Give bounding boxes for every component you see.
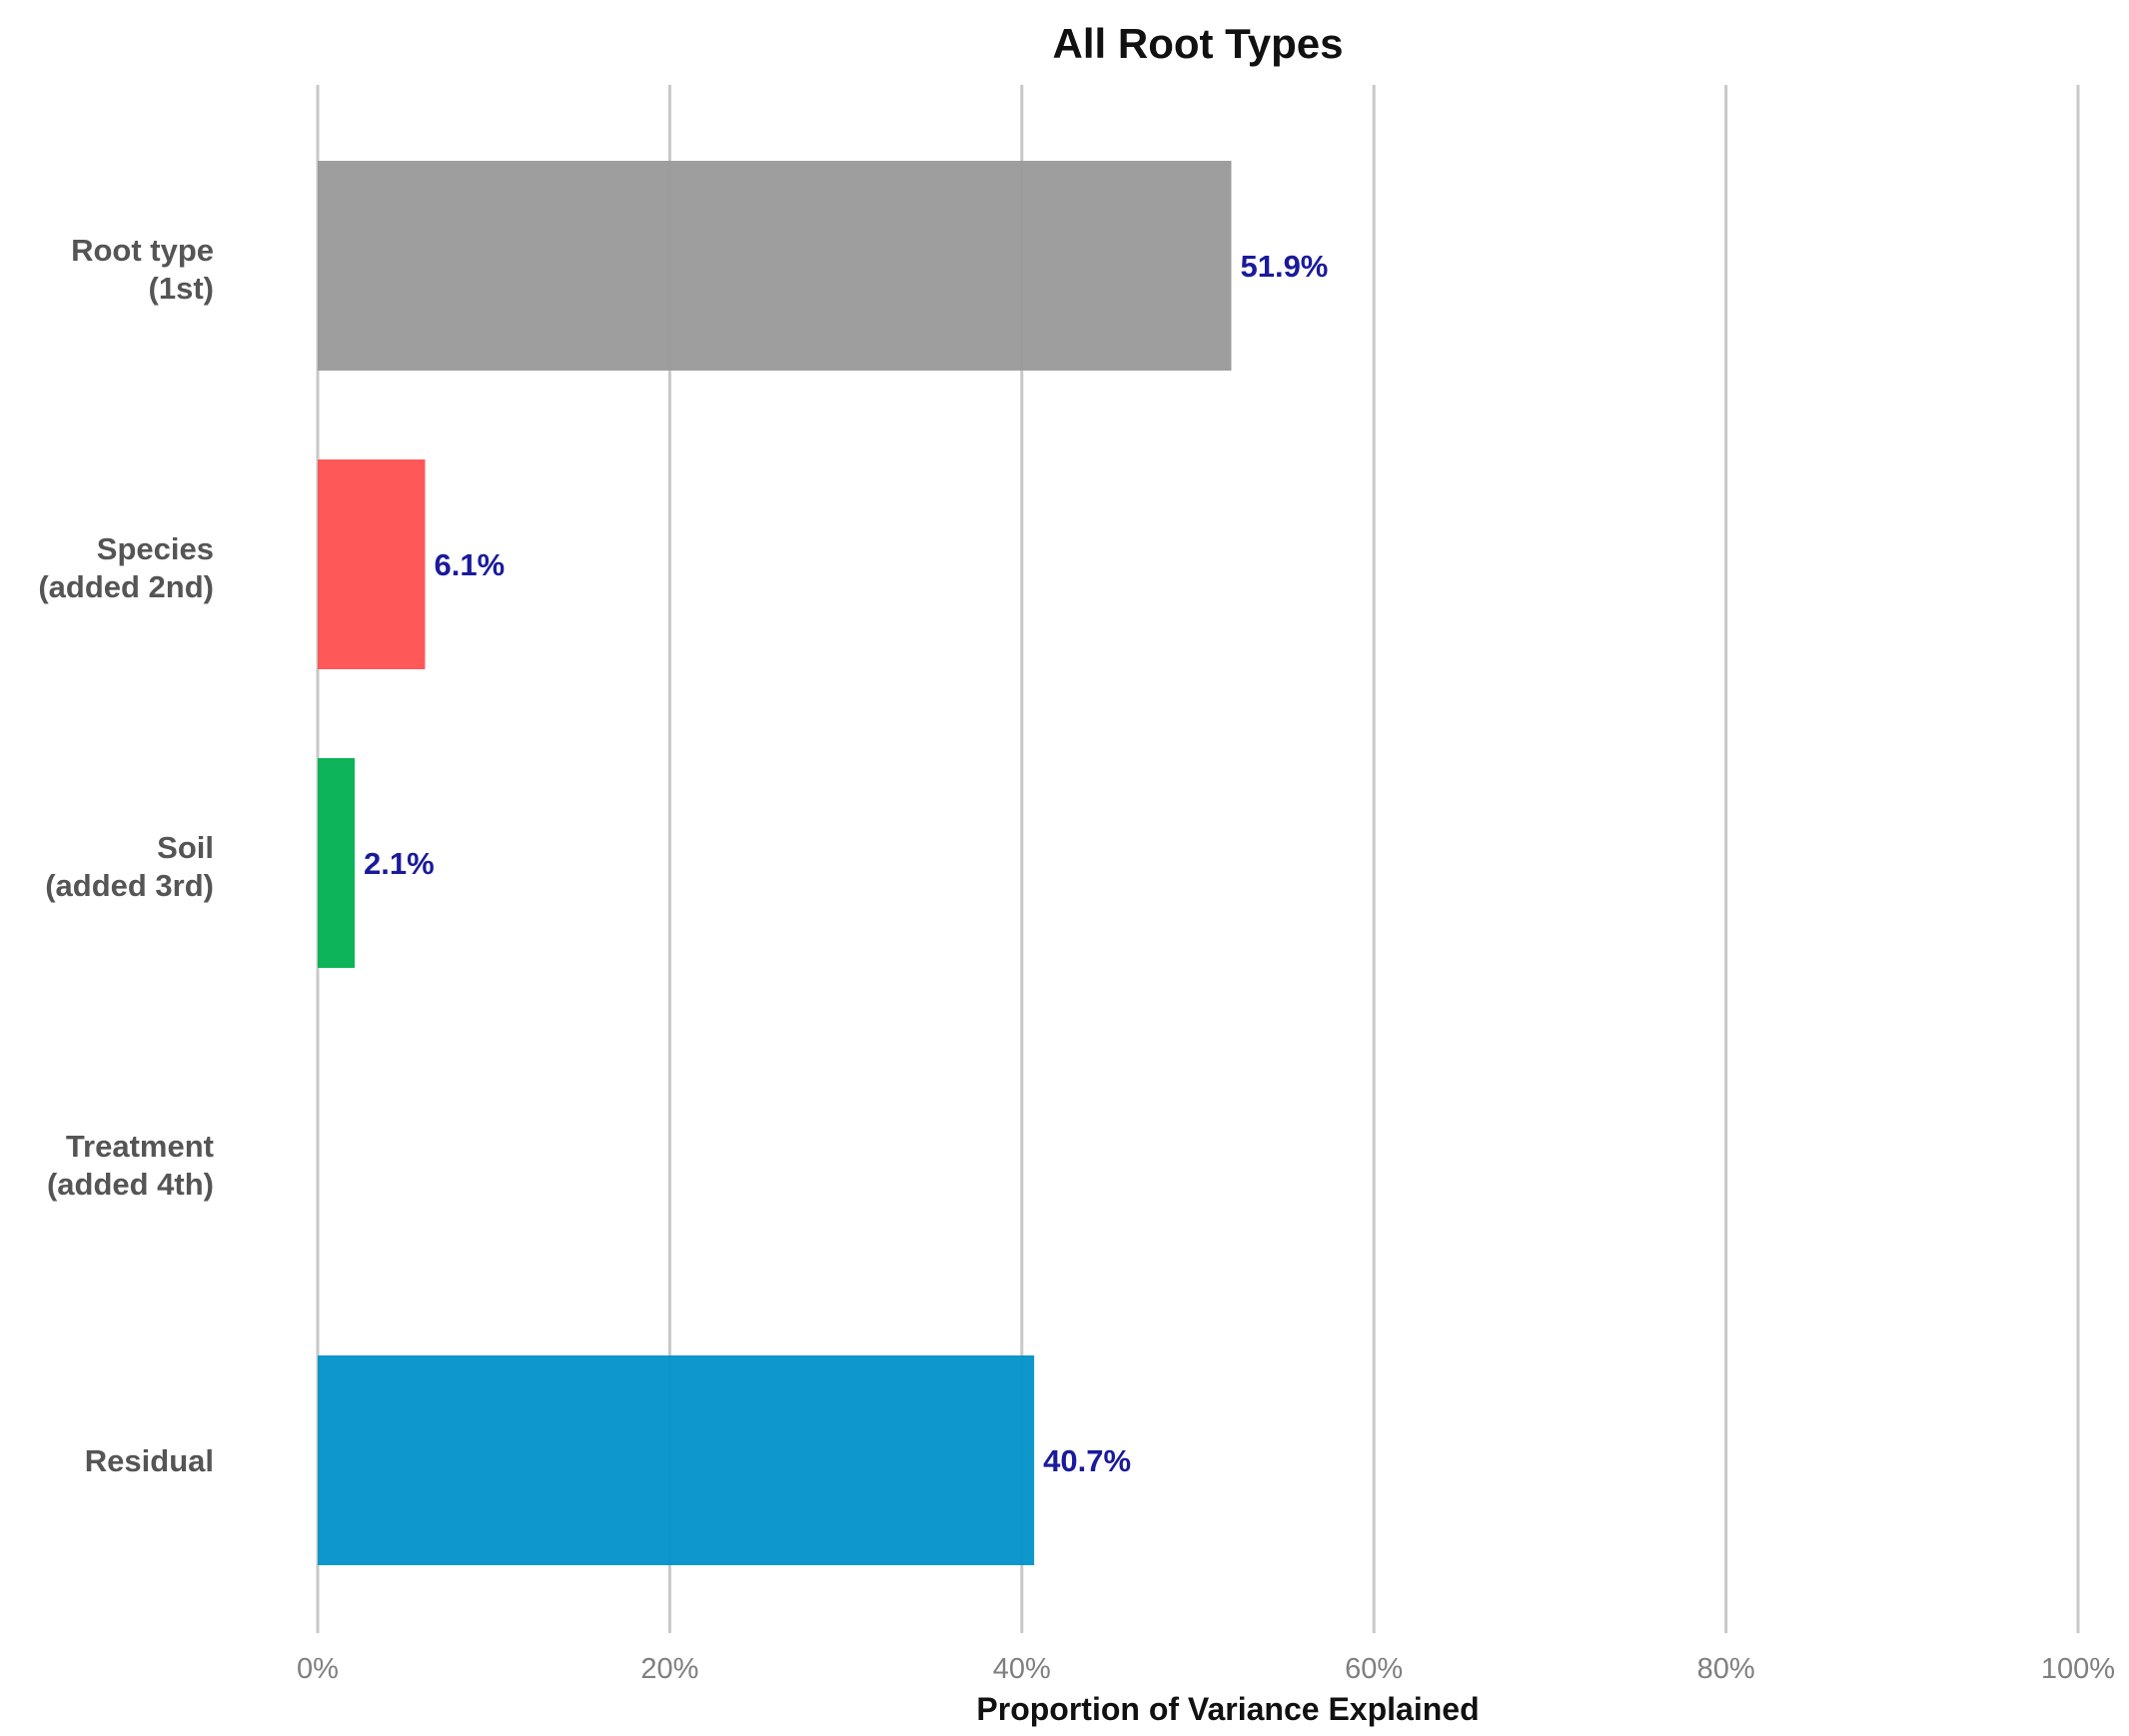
category-sublabel-root-type: (1st)	[149, 271, 214, 306]
bars	[318, 161, 1232, 1565]
chart-title: All Root Types	[1053, 20, 1344, 67]
data-label-species: 6.1%	[434, 547, 505, 582]
data-label-root-type: 51.9%	[1240, 249, 1328, 284]
x-tick-label-80: 80%	[1697, 1653, 1755, 1685]
bar-species	[318, 459, 426, 669]
x-tick-label-60: 60%	[1345, 1653, 1403, 1685]
category-label-species: Species	[97, 531, 214, 566]
x-tick-label-100: 100%	[2041, 1653, 2115, 1685]
x-axis-title: Proportion of Variance Explained	[976, 1691, 1479, 1727]
data-labels: 51.9% 6.1% 2.1% 40.7%	[364, 249, 1328, 1478]
category-sublabel-treatment: (added 4th)	[47, 1167, 214, 1202]
bar-root-type	[318, 161, 1232, 371]
bar-soil	[318, 758, 356, 968]
x-tick-label-40: 40%	[993, 1653, 1051, 1685]
category-labels: Root type(1st)Species(added 2nd)Soil(add…	[38, 233, 214, 1478]
category-label-soil: Soil	[157, 830, 214, 865]
data-label-soil: 2.1%	[364, 846, 435, 881]
data-label-residual: 40.7%	[1043, 1443, 1131, 1478]
category-sublabel-soil: (added 3rd)	[45, 868, 214, 903]
x-tick-label-0: 0%	[297, 1653, 339, 1685]
bar-residual	[318, 1355, 1035, 1565]
category-label-treatment: Treatment	[66, 1129, 214, 1164]
category-sublabel-species: (added 2nd)	[38, 569, 214, 604]
x-tick-label-20: 20%	[640, 1653, 698, 1685]
category-label-residual: Residual	[85, 1443, 214, 1478]
category-label-root-type: Root type	[71, 233, 214, 268]
x-tick-labels: 0% 20% 40% 60% 80% 100%	[297, 1653, 2115, 1685]
